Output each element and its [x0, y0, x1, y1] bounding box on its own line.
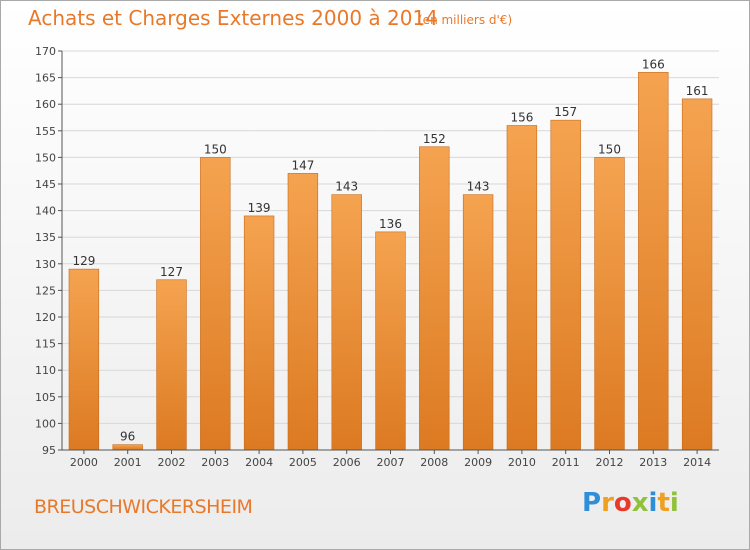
- logo-letter: o: [613, 488, 632, 518]
- x-tick-label: 2000: [70, 456, 98, 469]
- y-tick-label: 125: [35, 284, 56, 297]
- y-tick-label: 140: [35, 205, 56, 218]
- y-tick-label: 170: [35, 45, 56, 58]
- y-tick-label: 110: [35, 364, 56, 377]
- y-tick-label: 145: [35, 178, 56, 191]
- logo-letter: i: [648, 488, 658, 518]
- bar: [375, 231, 406, 451]
- x-tick-label: 2002: [158, 456, 186, 469]
- chart-subtitle: (en milliers d'€): [418, 13, 513, 27]
- x-tick-label: 2006: [333, 456, 361, 469]
- x-tick-label: 2014: [683, 456, 711, 469]
- bar-value-label: 136: [379, 217, 402, 231]
- y-tick-label: 130: [35, 258, 56, 271]
- bar-value-label: 147: [291, 158, 314, 172]
- x-tick-label: 2001: [114, 456, 142, 469]
- axes: 95 100 105 110 115 120 125 130 135 140 145 150 155 16…: [35, 45, 719, 469]
- logo-letter: r: [601, 488, 614, 518]
- y-tick-label: 155: [35, 125, 56, 138]
- bar: [462, 194, 494, 451]
- bar: [112, 444, 143, 451]
- x-tick-label: 2005: [289, 456, 317, 469]
- bar-value-label: 150: [204, 142, 227, 156]
- bar: [331, 194, 362, 451]
- y-tick-label: 150: [35, 151, 56, 164]
- x-tick-label: 2009: [464, 456, 492, 469]
- x-tick-label: 2012: [596, 456, 624, 469]
- y-tick-label: 95: [42, 444, 56, 457]
- bar-value-label: 157: [554, 105, 577, 119]
- bar: [419, 146, 450, 451]
- bar-value-label: 129: [72, 254, 95, 268]
- bar-value-label: 139: [248, 201, 271, 215]
- y-tick-label: 115: [35, 338, 56, 351]
- bar: [594, 157, 625, 451]
- bar: [243, 215, 275, 451]
- y-tick-label: 105: [35, 391, 56, 404]
- commune-name: BREUSCHWICKERSHEIM: [34, 496, 253, 518]
- logo-letter: P: [582, 488, 602, 518]
- x-tick-label: 2011: [552, 456, 580, 469]
- y-tick-label: 135: [35, 231, 56, 244]
- bar: [200, 157, 231, 451]
- y-tick-label: 160: [35, 98, 56, 111]
- chart-title: Achats et Charges Externes 2000 à 2014: [28, 6, 438, 30]
- x-tick-label: 2003: [201, 456, 229, 469]
- bar: [681, 98, 713, 451]
- x-tick-label: 2008: [420, 456, 448, 469]
- proxiti-logo[interactable]: Proxiti: [582, 488, 679, 518]
- x-tick-label: 2004: [245, 456, 273, 469]
- logo-letter: t: [657, 488, 670, 518]
- bar: [68, 268, 100, 451]
- bars: [68, 71, 713, 451]
- y-tick-label: 100: [35, 417, 56, 430]
- bar: [287, 173, 319, 451]
- bar: [506, 125, 538, 451]
- bar-value-label: 161: [686, 84, 709, 98]
- bar-value-label: 143: [467, 180, 490, 194]
- value-labels: 129 96 127 150 139 147 143 136 152 143 156 157 150 16…: [72, 57, 708, 443]
- bar: [156, 279, 187, 451]
- x-tick-label: 2007: [377, 456, 405, 469]
- x-tick-label: 2010: [508, 456, 536, 469]
- bar-value-label: 127: [160, 265, 183, 279]
- bar-value-label: 152: [423, 132, 446, 146]
- bar-value-label: 150: [598, 142, 621, 156]
- y-tick-label: 165: [35, 72, 56, 85]
- bar: [638, 71, 669, 451]
- logo-letter: i: [669, 488, 679, 518]
- bar: [550, 119, 581, 451]
- bar-value-label: 143: [335, 180, 358, 194]
- bar-value-label: 96: [120, 430, 135, 444]
- bar-value-label: 156: [510, 110, 533, 124]
- bar-value-label: 166: [642, 57, 665, 71]
- logo-letter: x: [631, 488, 649, 518]
- y-tick-label: 120: [35, 311, 56, 324]
- x-tick-label: 2013: [639, 456, 667, 469]
